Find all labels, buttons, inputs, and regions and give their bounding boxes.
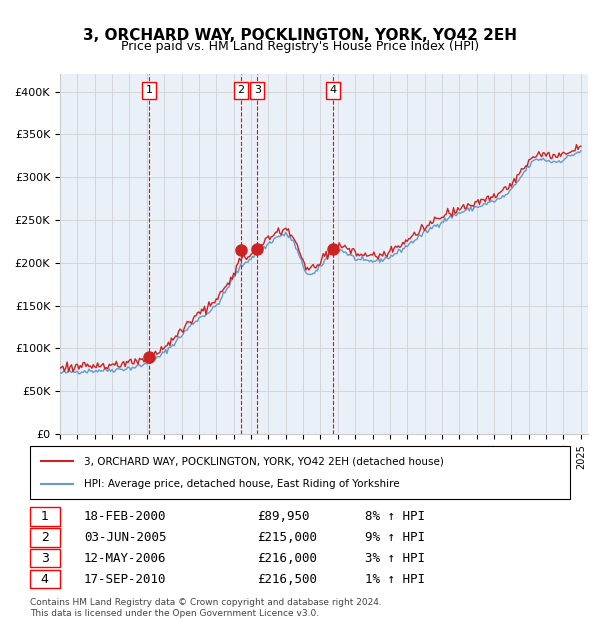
Text: 03-JUN-2005: 03-JUN-2005	[84, 531, 167, 544]
Text: 12-MAY-2006: 12-MAY-2006	[84, 552, 167, 565]
FancyBboxPatch shape	[30, 446, 570, 499]
Text: 3, ORCHARD WAY, POCKLINGTON, YORK, YO42 2EH: 3, ORCHARD WAY, POCKLINGTON, YORK, YO42 …	[83, 28, 517, 43]
Text: 18-FEB-2000: 18-FEB-2000	[84, 510, 167, 523]
Text: Price paid vs. HM Land Registry's House Price Index (HPI): Price paid vs. HM Land Registry's House …	[121, 40, 479, 53]
Text: 17-SEP-2010: 17-SEP-2010	[84, 573, 167, 586]
Text: HPI: Average price, detached house, East Riding of Yorkshire: HPI: Average price, detached house, East…	[84, 479, 400, 489]
Text: 3% ↑ HPI: 3% ↑ HPI	[365, 552, 425, 565]
Text: £216,500: £216,500	[257, 573, 317, 586]
Text: 3, ORCHARD WAY, POCKLINGTON, YORK, YO42 2EH (detached house): 3, ORCHARD WAY, POCKLINGTON, YORK, YO42 …	[84, 456, 444, 466]
Text: £215,000: £215,000	[257, 531, 317, 544]
FancyBboxPatch shape	[30, 507, 60, 526]
Text: 1: 1	[146, 85, 152, 95]
Text: 4: 4	[329, 85, 336, 95]
Text: 1% ↑ HPI: 1% ↑ HPI	[365, 573, 425, 586]
Text: 8% ↑ HPI: 8% ↑ HPI	[365, 510, 425, 523]
Text: £216,000: £216,000	[257, 552, 317, 565]
Text: 2: 2	[41, 531, 49, 544]
Text: £89,950: £89,950	[257, 510, 310, 523]
FancyBboxPatch shape	[30, 549, 60, 567]
Text: 3: 3	[254, 85, 260, 95]
FancyBboxPatch shape	[30, 528, 60, 547]
Text: 2: 2	[238, 85, 244, 95]
Text: 4: 4	[41, 573, 49, 586]
Bar	[149, 74, 333, 434]
Text: 1: 1	[41, 510, 49, 523]
FancyBboxPatch shape	[30, 570, 60, 588]
Text: Contains HM Land Registry data © Crown copyright and database right 2024.
This d: Contains HM Land Registry data © Crown c…	[30, 598, 382, 618]
Text: 9% ↑ HPI: 9% ↑ HPI	[365, 531, 425, 544]
Text: 3: 3	[41, 552, 49, 565]
